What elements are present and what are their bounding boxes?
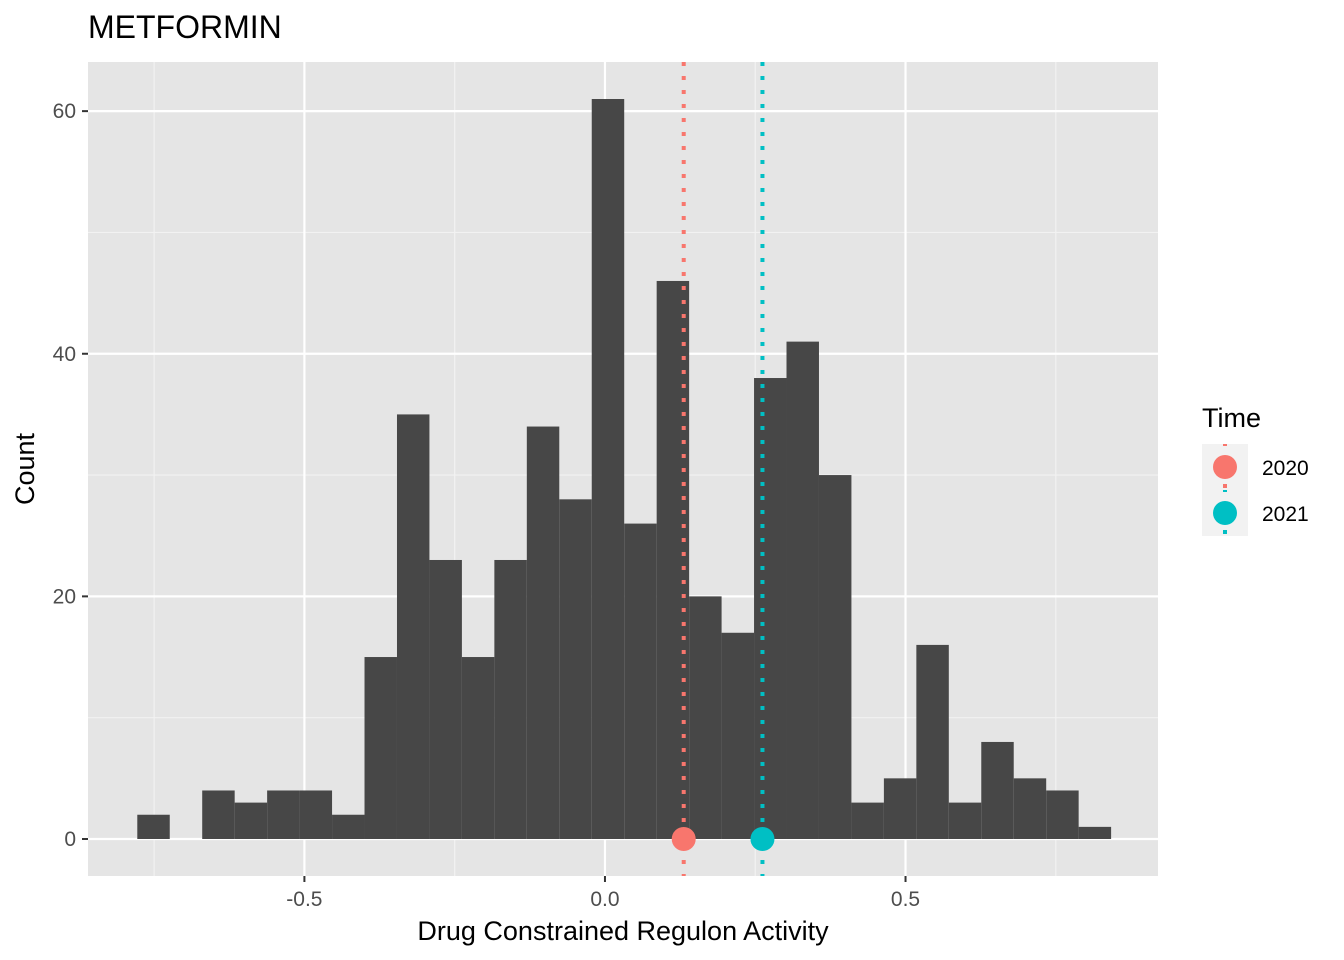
histogram-bar bbox=[137, 814, 170, 839]
histogram-bar bbox=[1013, 778, 1047, 839]
histogram-bar bbox=[721, 632, 755, 839]
x-tick-label: 0.5 bbox=[891, 888, 920, 911]
histogram-bar bbox=[624, 523, 657, 839]
y-tick-label: 0 bbox=[64, 828, 76, 851]
x-axis-label: Drug Constrained Regulon Activity bbox=[417, 916, 829, 946]
histogram-bar bbox=[689, 596, 722, 839]
x-axis: -0.5 0.0 0.5 bbox=[286, 876, 920, 911]
chart-title: METFORMIN bbox=[88, 9, 282, 45]
histogram-bar bbox=[202, 790, 235, 839]
histogram-bar bbox=[559, 499, 592, 839]
histogram-bar bbox=[818, 475, 852, 839]
histogram-bar bbox=[786, 341, 819, 839]
y-tick-label: 40 bbox=[53, 343, 76, 366]
histogram-bar bbox=[234, 802, 268, 839]
y-tick-label: 60 bbox=[53, 100, 76, 123]
histogram-bar bbox=[1078, 826, 1112, 839]
histogram-bars bbox=[137, 99, 1112, 839]
histogram-bar bbox=[299, 790, 333, 839]
legend-key-point bbox=[1213, 501, 1237, 525]
x-tick-label: 0.0 bbox=[590, 888, 619, 911]
histogram-bar bbox=[461, 657, 495, 839]
histogram-bar bbox=[916, 644, 949, 839]
marker-point-2020 bbox=[671, 827, 696, 851]
histogram-bar bbox=[332, 814, 365, 839]
histogram-bar bbox=[267, 790, 300, 839]
reference-lines bbox=[681, 62, 765, 876]
histogram-bar bbox=[883, 778, 917, 839]
marker-points bbox=[671, 827, 775, 851]
histogram-bar bbox=[1046, 790, 1079, 839]
histogram-bar bbox=[948, 802, 982, 839]
histogram-bar bbox=[494, 559, 527, 839]
histogram-bar bbox=[591, 99, 625, 839]
histogram-bar bbox=[396, 414, 430, 839]
y-axis: 0 20 40 60 bbox=[53, 100, 88, 851]
histogram-bar bbox=[754, 378, 787, 839]
histogram-bar bbox=[981, 741, 1014, 839]
legend-label: 2021 bbox=[1262, 503, 1309, 526]
histogram-bar bbox=[851, 802, 884, 839]
legend-label: 2020 bbox=[1262, 457, 1309, 480]
y-axis-label: Count bbox=[10, 432, 40, 505]
y-tick-label: 20 bbox=[53, 585, 76, 608]
legend: Time 2020 2021 bbox=[1202, 403, 1309, 536]
legend-key-point bbox=[1213, 455, 1237, 479]
histogram-bar bbox=[656, 280, 690, 839]
marker-point-2021 bbox=[750, 827, 775, 851]
histogram-bar bbox=[429, 559, 462, 839]
histogram-bar bbox=[526, 426, 560, 839]
x-tick-label: -0.5 bbox=[286, 888, 322, 911]
legend-title: Time bbox=[1202, 403, 1261, 433]
histogram-bar bbox=[364, 657, 397, 839]
